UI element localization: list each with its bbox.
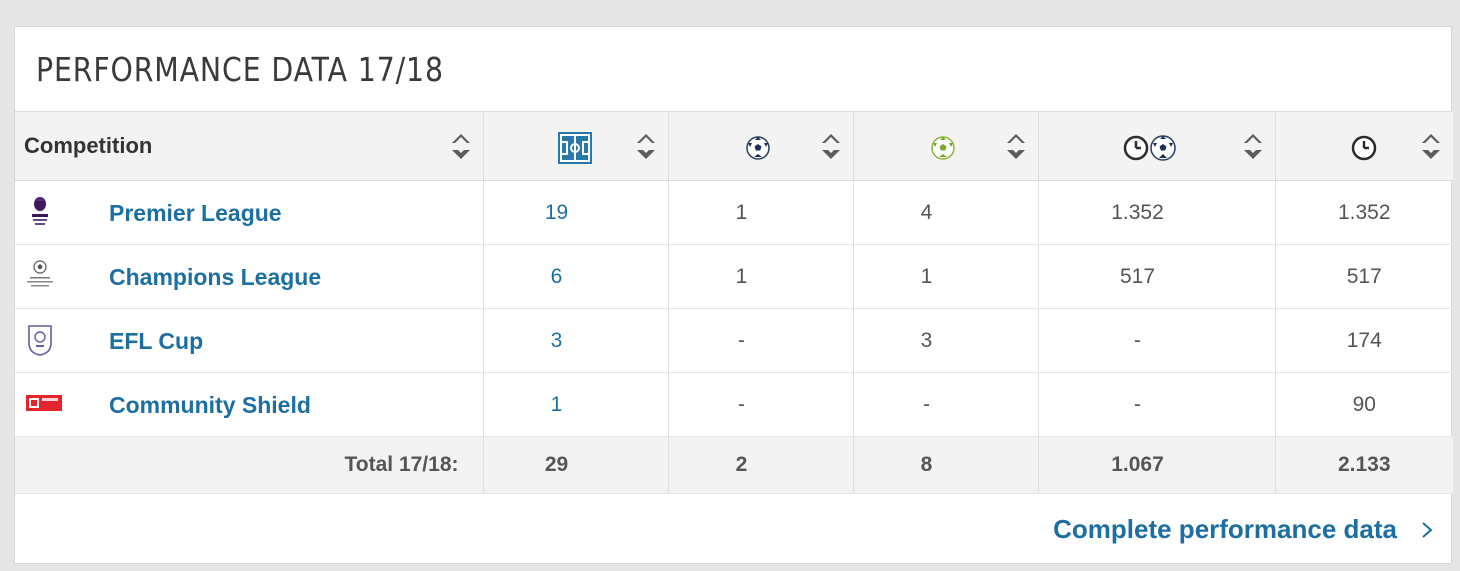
chevron-right-icon[interactable]	[1421, 521, 1433, 539]
sort-icon[interactable]	[1421, 134, 1441, 159]
total-minutes-played: 2.133	[1275, 436, 1453, 494]
total-assists: 8	[853, 436, 1039, 494]
assists-icon	[930, 136, 955, 160]
table-row: Premier League 19 1 4 1.352 1.352	[15, 180, 1453, 245]
appearances-cell[interactable]: 3	[483, 308, 669, 373]
competition-cell: Champions League	[15, 244, 484, 309]
minutes-per-goal-cell: 1.352	[1038, 180, 1276, 245]
competition-header-label: Competition	[24, 133, 153, 158]
minutes-per-goal-column-header[interactable]	[1038, 112, 1276, 181]
minutes-per-goal-icon	[1123, 135, 1176, 161]
table-row: EFL Cup 3 - 3 - 174	[15, 308, 1453, 373]
table-header-row: Competition	[15, 112, 1453, 181]
goals-cell: 1	[668, 244, 854, 309]
competition-link[interactable]: Premier League	[109, 200, 282, 226]
minutes-played-cell: 1.352	[1275, 180, 1453, 245]
sort-icon[interactable]	[821, 134, 841, 159]
table-row: Champions League 6 1 1 517 517	[15, 244, 1453, 309]
appearances-link[interactable]: 6	[550, 264, 563, 288]
minutes-per-goal-cell: -	[1038, 372, 1276, 437]
footer: Complete performance data	[1053, 514, 1433, 545]
total-label: Total 17/18:	[15, 436, 484, 494]
goals-icon	[745, 136, 770, 160]
total-goals: 2	[668, 436, 854, 494]
minutes-played-icon	[1351, 135, 1376, 161]
assists-cell: 3	[853, 308, 1039, 373]
assists-cell: -	[853, 372, 1039, 437]
minutes-per-goal-cell: -	[1038, 308, 1276, 373]
total-minutes-per-goal: 1.067	[1038, 436, 1276, 494]
table-row: Community Shield 1 - - - 90	[15, 372, 1453, 437]
community-shield-logo[interactable]	[25, 387, 63, 421]
appearances-cell[interactable]: 1	[483, 372, 669, 437]
goals-cell: -	[668, 372, 854, 437]
appearances-link[interactable]: 19	[544, 200, 569, 224]
minutes-played-column-header[interactable]	[1275, 112, 1453, 181]
champions-league-logo[interactable]	[25, 259, 55, 293]
total-appearances: 29	[483, 436, 669, 494]
sort-icon[interactable]	[451, 134, 471, 159]
goals-cell: -	[668, 308, 854, 373]
appearances-icon	[557, 132, 592, 164]
panel-title: PERFORMANCE DATA 17/18	[36, 49, 444, 89]
appearances-cell[interactable]: 19	[483, 180, 669, 245]
goals-column-header[interactable]	[668, 112, 854, 181]
competition-link[interactable]: Community Shield	[109, 392, 311, 418]
assists-cell: 4	[853, 180, 1039, 245]
sort-icon[interactable]	[1006, 134, 1026, 159]
appearances-column-header[interactable]	[483, 112, 669, 181]
performance-data-panel: PERFORMANCE DATA 17/18 Competition	[14, 26, 1453, 564]
minutes-played-cell: 90	[1275, 372, 1453, 437]
appearances-link[interactable]: 1	[550, 392, 563, 416]
competition-column-header[interactable]: Competition	[15, 112, 484, 181]
minutes-per-goal-cell: 517	[1038, 244, 1276, 309]
performance-table: Competition	[15, 112, 1453, 494]
appearances-link[interactable]: 3	[550, 328, 563, 352]
premier-league-logo[interactable]	[25, 195, 55, 229]
efl-cup-logo[interactable]	[25, 323, 55, 357]
competition-cell: Premier League	[15, 180, 484, 245]
sort-icon[interactable]	[1243, 134, 1263, 159]
minutes-played-cell: 517	[1275, 244, 1453, 309]
competition-cell: Community Shield	[15, 372, 484, 437]
panel-header: PERFORMANCE DATA 17/18	[15, 27, 1451, 112]
complete-performance-data-link[interactable]: Complete performance data	[1053, 514, 1397, 544]
assists-cell: 1	[853, 244, 1039, 309]
minutes-played-cell: 174	[1275, 308, 1453, 373]
competition-cell: EFL Cup	[15, 308, 484, 373]
assists-column-header[interactable]	[853, 112, 1039, 181]
total-row: Total 17/18: 29 2 8 1.067 2.133	[15, 436, 1453, 494]
competition-link[interactable]: Champions League	[109, 264, 322, 290]
appearances-cell[interactable]: 6	[483, 244, 669, 309]
goals-cell: 1	[668, 180, 854, 245]
competition-link[interactable]: EFL Cup	[109, 328, 204, 354]
sort-icon[interactable]	[636, 134, 656, 159]
